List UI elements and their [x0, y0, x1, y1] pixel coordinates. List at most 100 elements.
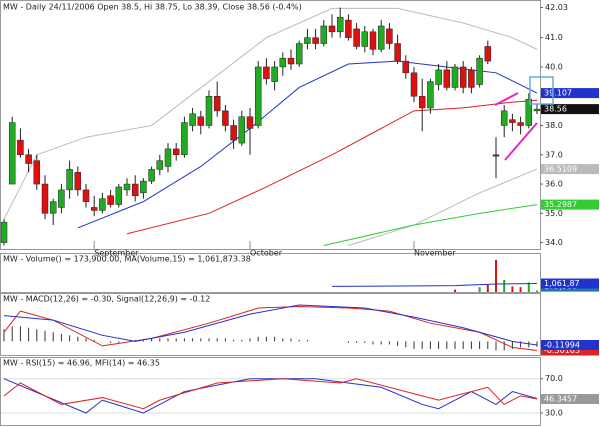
- value-label-box: [541, 393, 599, 404]
- value-label-box: [541, 199, 599, 210]
- candle-body: [468, 69, 475, 88]
- candle-body: [25, 154, 32, 164]
- candle-body: [49, 201, 57, 214]
- candle-body: [205, 95, 213, 126]
- chart-title: MW - Daily 24/11/2006 Open 38.5, Hi 38.7…: [3, 3, 302, 12]
- line-series: [3, 7, 538, 220]
- panel-title: MW - Volume() = 173,900.00, MA(Volume,15…: [3, 255, 251, 264]
- candle-body: [222, 110, 229, 126]
- line-series: [3, 378, 538, 410]
- volume-bar: [511, 286, 514, 292]
- value-label-box: [541, 164, 599, 175]
- y-tick-label: 70.0: [545, 374, 563, 383]
- line-series: [3, 306, 538, 352]
- candle-body: [164, 148, 172, 167]
- candle-body: [82, 189, 90, 202]
- x-tick-label: November: [414, 249, 456, 258]
- candle-body: [377, 25, 385, 50]
- candle-body: [410, 72, 418, 97]
- candle-body: [123, 183, 131, 191]
- candle-body: [148, 169, 155, 182]
- candle-body: [271, 66, 278, 82]
- candle-body: [107, 195, 114, 205]
- candle-body: [115, 186, 123, 205]
- y-tick-label: 41.0: [545, 33, 563, 42]
- volume-bar: [486, 284, 489, 292]
- highlight-box: [529, 76, 554, 105]
- y-tick-label: 35.0: [545, 209, 563, 218]
- value-label-box: [541, 104, 599, 115]
- y-tick-label: 38.0: [545, 121, 563, 130]
- rsi-panel: [0, 357, 541, 426]
- candle-body: [484, 46, 492, 62]
- candle-body: [476, 57, 483, 85]
- candle-body: [33, 160, 41, 185]
- volume-bar: [536, 290, 538, 292]
- candle-body: [402, 60, 410, 74]
- line-series: [323, 204, 538, 247]
- candle-body: [279, 57, 287, 68]
- value-label: 38.56: [544, 105, 567, 114]
- volume-bar: [454, 289, 456, 292]
- value-label-box: [541, 340, 599, 351]
- candle-body: [525, 98, 533, 126]
- candle-body: [254, 66, 262, 126]
- candle-body: [304, 37, 311, 44]
- candle-body: [8, 122, 16, 185]
- y-tick-label: 40.0: [545, 62, 563, 71]
- candle-body: [131, 183, 139, 197]
- candle-body: [492, 154, 500, 157]
- volume-bar: [527, 282, 530, 292]
- candle-body: [386, 28, 393, 44]
- candle-body: [295, 43, 303, 65]
- candle-body: [156, 160, 164, 170]
- value-label: 1,061,87: [544, 279, 580, 288]
- candle-body: [90, 207, 98, 211]
- y-tick-label: 30.0: [545, 409, 563, 418]
- candle-body: [230, 125, 237, 141]
- candle-body: [0, 221, 8, 243]
- value-label: 46.3457: [544, 394, 577, 403]
- candle-body: [328, 25, 336, 33]
- candle-body: [197, 116, 205, 126]
- candle-body: [66, 169, 73, 191]
- candle-body: [509, 119, 516, 123]
- candle-body: [427, 81, 434, 109]
- line-series: [3, 378, 538, 414]
- volume-bar: [503, 280, 506, 292]
- value-label: 35.2987: [544, 200, 577, 209]
- candle-body: [345, 19, 352, 38]
- candle-body: [336, 16, 344, 33]
- candle-body: [533, 108, 541, 112]
- candle-body: [99, 198, 106, 211]
- value-label: -0.11994: [544, 341, 580, 350]
- candle-body: [181, 122, 188, 156]
- line-series: [126, 99, 538, 235]
- panel-title: MW - MACD(12,26) = -0.30, Signal(12,26,9…: [3, 295, 210, 304]
- volume-bar: [495, 260, 497, 292]
- value-label: 39.107: [544, 89, 572, 98]
- candle-body: [361, 31, 369, 47]
- value-label-box: [541, 88, 599, 99]
- candle-body: [263, 66, 270, 79]
- candle-body: [246, 116, 254, 129]
- candle-body: [394, 43, 401, 62]
- line-series: [348, 168, 538, 247]
- trend-line: [494, 92, 519, 106]
- panel-title: MW - RSI(15) = 46.96, MFI(14) = 46.35: [3, 359, 160, 368]
- value-label: 36.5109: [544, 165, 577, 174]
- candle-body: [418, 95, 426, 109]
- candle-body: [320, 25, 328, 44]
- volume-bar: [478, 287, 481, 292]
- candle-body: [238, 116, 246, 144]
- candle-body: [459, 66, 467, 88]
- value-label: -0.30163: [544, 346, 580, 355]
- trend-line: [504, 122, 538, 161]
- candle-body: [369, 31, 377, 50]
- candle-body: [189, 113, 196, 126]
- y-tick-label: 34.0: [545, 238, 563, 247]
- x-tick-label: September: [94, 249, 139, 258]
- volume-bar: [519, 287, 522, 292]
- line-series: [3, 304, 538, 346]
- candle-body: [500, 110, 508, 126]
